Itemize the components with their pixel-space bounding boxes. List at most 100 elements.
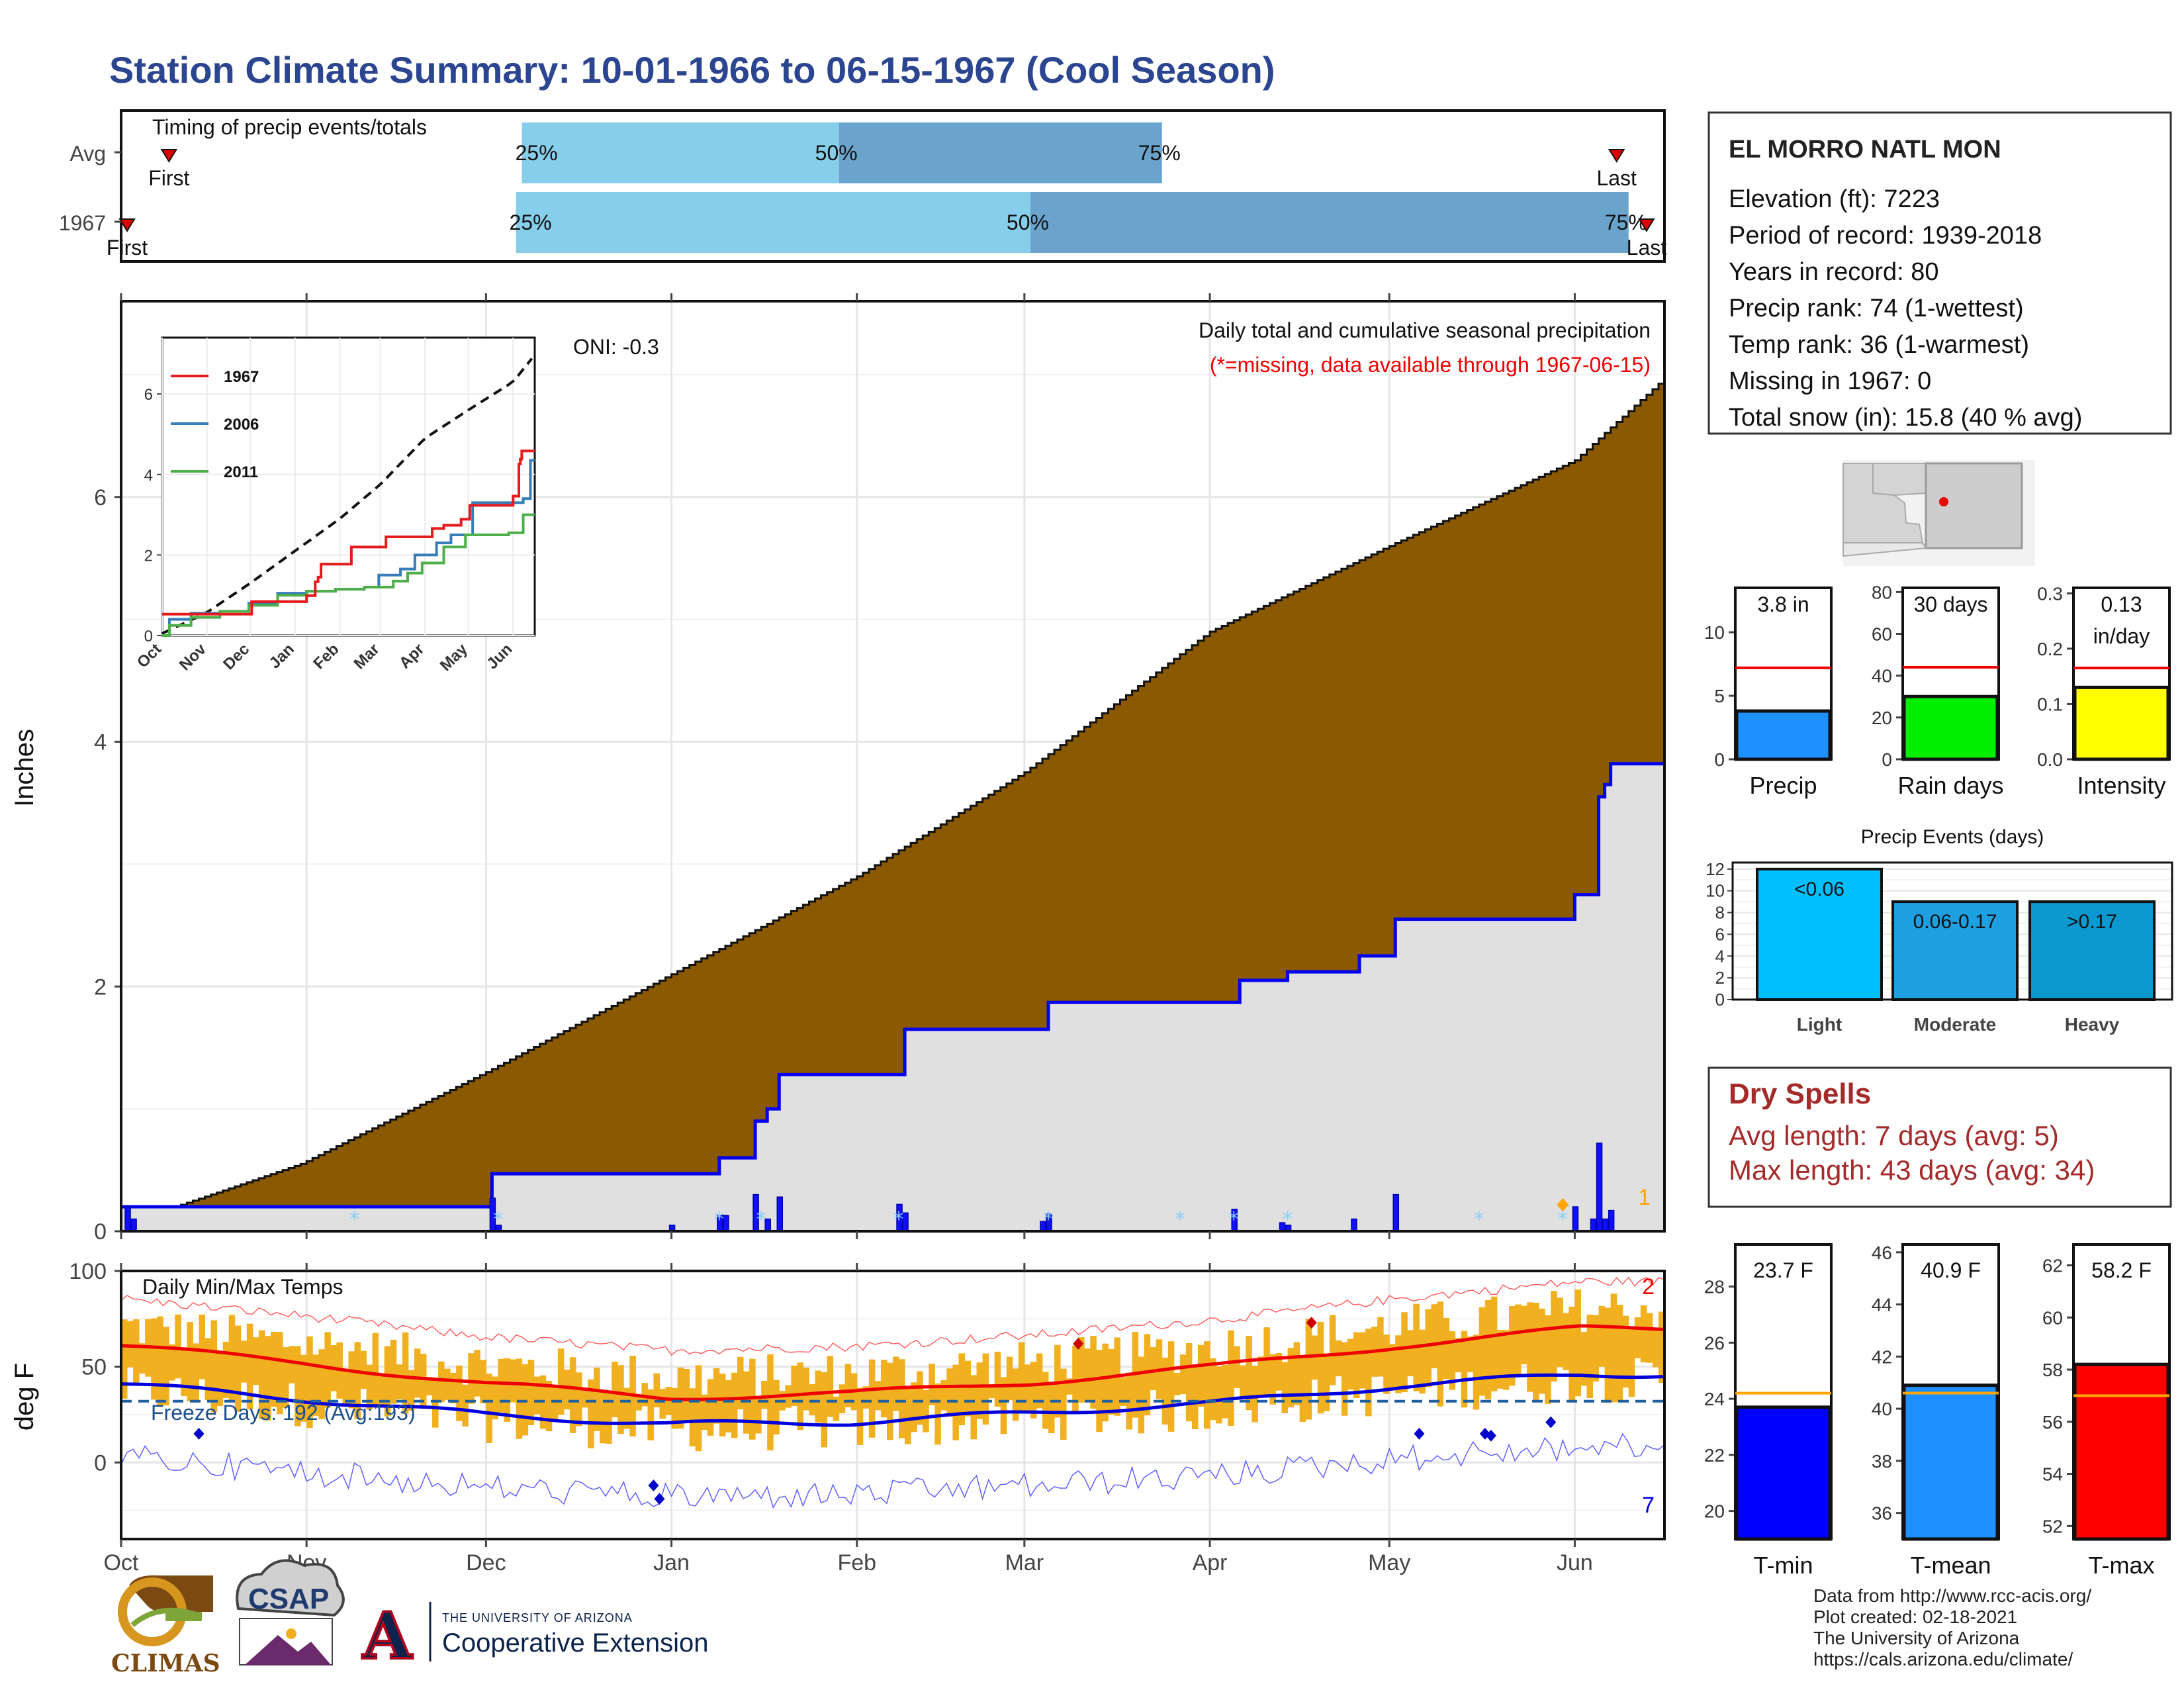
daily-temp-bar xyxy=(929,1364,935,1405)
daily-temp-bar xyxy=(1210,1358,1216,1421)
daily-temp-bar xyxy=(216,1351,224,1407)
daily-temp-bar xyxy=(737,1356,744,1410)
station-info-box: EL MORRO NATL MON Elevation (ft): 7223 Pe… xyxy=(1707,111,2172,435)
daily-temp-bar xyxy=(1484,1299,1492,1399)
daily-temp-bar xyxy=(240,1340,248,1383)
ua-logo-small-text: THE UNIVERSITY OF ARIZONA xyxy=(442,1611,633,1624)
inset-average-line xyxy=(161,357,533,635)
y-tick-label: 50 xyxy=(81,1355,107,1380)
events-y-tick-label: 6 xyxy=(1715,924,1725,944)
events-y-tick-label: 2 xyxy=(1715,968,1725,988)
mini-y-tick-label: 40 xyxy=(1872,666,1892,686)
daily-temp-bar xyxy=(1598,1305,1606,1367)
daily-temp-bar xyxy=(504,1358,511,1422)
record-low-marker xyxy=(1545,1416,1557,1429)
daily-temp-bar xyxy=(1586,1314,1594,1399)
daily-temp-bar xyxy=(731,1372,738,1438)
daily-temp-bar xyxy=(683,1368,690,1422)
mini-y-tick-label: 80 xyxy=(1872,582,1892,602)
daily-temp-bar xyxy=(689,1388,696,1447)
missing-data-marker: * xyxy=(1558,1208,1568,1231)
daily-temp-bar xyxy=(1646,1313,1653,1363)
daily-temp-bar xyxy=(1473,1335,1480,1410)
daily-temp-bar xyxy=(1275,1352,1283,1391)
daily-temp-bar xyxy=(1257,1356,1264,1396)
precip-panel: 0 2 4 6 * * * * * * * * * * * 1 Daily total and cumulati… xyxy=(10,300,1666,1244)
temp-bar-y-tick-label: 36 xyxy=(1872,1503,1892,1524)
daily-temp-bar xyxy=(1191,1365,1199,1429)
temp-bar-y-tick-label: 40 xyxy=(1872,1399,1892,1419)
mini-y-tick-label: 0.2 xyxy=(2037,639,2063,659)
daily-temp-bar xyxy=(1419,1329,1426,1394)
daily-temp-bar xyxy=(450,1372,457,1403)
daily-temp-bar xyxy=(1628,1329,1635,1397)
y-tick-label: 100 xyxy=(69,1259,107,1284)
temp-bar-y-tick-label: 58 xyxy=(2042,1360,2063,1380)
events-y-tick-label: 8 xyxy=(1715,903,1725,923)
daily-temp-bar xyxy=(695,1365,702,1452)
p75-label: 75% xyxy=(1138,141,1181,165)
daily-temp-bar xyxy=(1323,1355,1330,1411)
mini-value-unit: in/day xyxy=(2093,624,2150,648)
daily-temp-bar xyxy=(384,1346,391,1417)
daily-temp-bar xyxy=(193,1343,200,1402)
daily-temp-bar xyxy=(917,1371,923,1425)
daily-temp-bar xyxy=(1551,1291,1557,1382)
daily-temp-bar xyxy=(557,1348,565,1415)
daily-temp-bar xyxy=(1287,1348,1295,1408)
month-label: Oct xyxy=(104,1550,139,1575)
temp-bar-label: T-min xyxy=(1754,1552,1813,1579)
daily-temp-bar xyxy=(1161,1357,1169,1425)
daily-temp-bar xyxy=(856,1387,864,1445)
daily-temp-bar xyxy=(1078,1337,1085,1403)
missing-data-marker: * xyxy=(1044,1208,1054,1231)
timing-panel: Avg 25% 50% 75% First Last 1967 25% 50% 75% First L… xyxy=(59,109,1666,263)
daily-temp-bar xyxy=(1443,1317,1450,1380)
daily-temp-bar xyxy=(175,1314,181,1379)
station-info-line: Elevation (ft): 7223 xyxy=(1729,185,1940,213)
daily-temp-bar xyxy=(1574,1289,1581,1397)
snow-marker xyxy=(1557,1198,1569,1211)
inset-legend-label: 2006 xyxy=(224,416,259,434)
daily-temp-bar xyxy=(815,1370,822,1423)
temp-heading: Daily Min/Max Temps xyxy=(142,1275,343,1299)
daily-temp-bar xyxy=(396,1364,403,1399)
daily-temp-bar xyxy=(360,1350,367,1389)
month-label: Jan xyxy=(653,1550,690,1575)
temp-bar-y-tick-label: 28 xyxy=(1704,1277,1725,1297)
temp-bar-title: 23.7 F xyxy=(1753,1258,1813,1282)
p50-label: 50% xyxy=(815,141,858,165)
daily-temp-bar xyxy=(228,1315,236,1401)
daily-temp-bar xyxy=(976,1362,983,1419)
daily-temp-bar xyxy=(348,1351,355,1409)
daily-temp-bar xyxy=(1640,1305,1647,1363)
daily-temp-bar xyxy=(312,1354,319,1416)
daily-temp-bar xyxy=(874,1381,882,1411)
last-event-label: Last xyxy=(1596,166,1637,190)
daily-temp-bar xyxy=(342,1370,349,1406)
daily-temp-bar xyxy=(923,1389,929,1432)
temp-bar-y-tick-label: 56 xyxy=(2042,1412,2063,1432)
y-tick-label: 4 xyxy=(94,730,107,755)
inset-y-tick-label: 2 xyxy=(144,547,153,565)
events-category-label: Heavy xyxy=(2065,1014,2120,1035)
daily-temp-bar xyxy=(1185,1342,1193,1422)
daily-temp-bar xyxy=(1066,1378,1073,1395)
temp-y-label: deg F xyxy=(10,1363,39,1430)
first-event-label: First xyxy=(107,236,148,259)
temp-bar-y-tick-label: 52 xyxy=(2042,1516,2063,1536)
temp-bar-y-tick-label: 24 xyxy=(1704,1389,1725,1409)
p75-label: 75% xyxy=(1605,211,1647,234)
daily-temp-bar xyxy=(803,1367,809,1411)
daily-temp-bar xyxy=(426,1377,433,1395)
daily-temp-bar xyxy=(277,1332,283,1415)
daily-temp-bar xyxy=(1072,1345,1079,1413)
inset-frame xyxy=(161,336,536,637)
daily-temp-bar xyxy=(133,1319,140,1383)
daily-temp-bar xyxy=(1329,1315,1336,1385)
temp-bar-y-tick-label: 54 xyxy=(2042,1464,2063,1485)
inset-series-1967 xyxy=(162,449,535,616)
last-event-marker xyxy=(1608,149,1625,163)
daily-temp-bar xyxy=(1120,1377,1127,1406)
